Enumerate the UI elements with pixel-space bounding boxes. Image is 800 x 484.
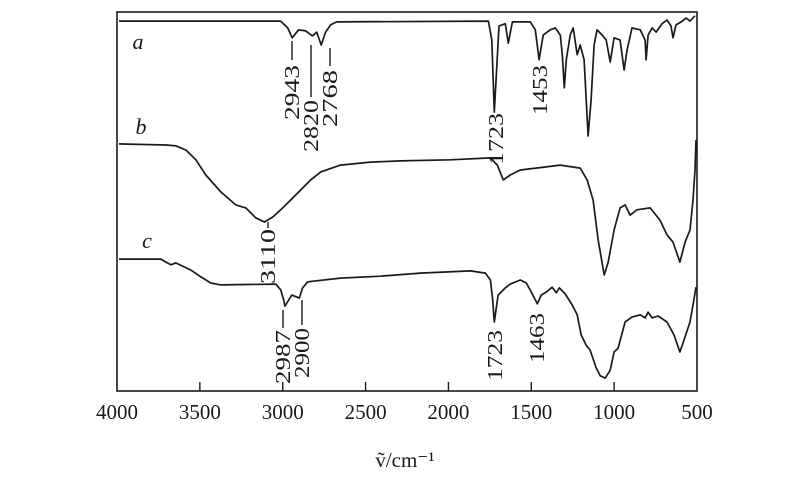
x-axis-title: ṽ/cm⁻¹	[375, 448, 434, 472]
x-tick-label: 2500	[345, 400, 387, 424]
spectrum-curve-b	[118, 140, 697, 276]
peak-label: 1723	[484, 113, 508, 165]
peak-label: 2768	[318, 70, 342, 127]
peak-label: 3110	[256, 229, 280, 284]
x-tick-label: 4000	[96, 400, 138, 424]
x-tick-label: 500	[681, 400, 713, 424]
peak-label: 1463	[525, 313, 549, 363]
curve-label-a: a	[133, 29, 144, 54]
x-tick-label: 1000	[593, 400, 635, 424]
curve-label-c: c	[142, 228, 152, 253]
peak-label: 1453	[528, 65, 552, 115]
spectrum-curve-c	[119, 258, 697, 379]
x-tick-label: 3000	[262, 400, 304, 424]
curve-labels: a b c	[133, 29, 153, 253]
peak-label: 2943	[280, 65, 304, 120]
peak-label: 2987	[271, 330, 295, 384]
peak-label: 1723	[483, 330, 507, 381]
x-tick-label: 2000	[427, 400, 469, 424]
peak-label: 2820	[299, 100, 323, 152]
x-axis-tick-labels: 4000 3500 3000 2500 2000 1500 1000 500	[96, 400, 713, 424]
curve-label-b: b	[136, 114, 147, 139]
spectrum-curves	[118, 15, 697, 379]
x-axis-ticks	[199, 382, 615, 391]
x-tick-label: 1500	[510, 400, 552, 424]
peak-label: 2900	[290, 328, 314, 378]
x-tick-label: 3500	[179, 400, 221, 424]
plot-frame	[116, 11, 698, 392]
spectrum-curve-a	[119, 15, 696, 137]
